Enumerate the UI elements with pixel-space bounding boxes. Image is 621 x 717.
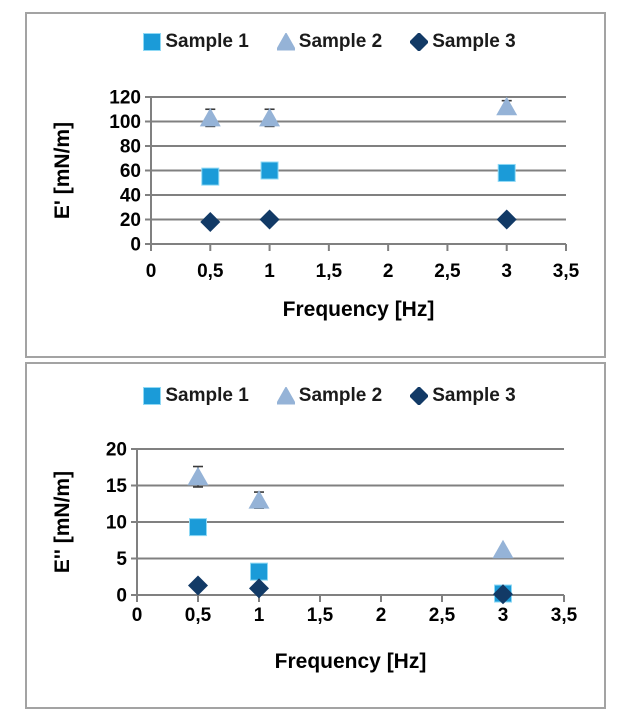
x-tick-label: 2,5 [429,605,456,626]
data-point-triangle [199,107,221,127]
data-point-diamond [259,209,280,230]
series-sample-3 [188,575,513,605]
data-point-square [201,167,220,186]
legend-label: Sample 3 [432,31,516,52]
legend-item-sample-2: Sample 2 [276,385,383,407]
y-tick-label: 20 [106,440,127,461]
square-legend-glyph [143,33,162,51]
data-point-diamond [493,584,513,605]
y-tick-label: 80 [120,137,141,158]
legend: Sample 1 Sample 2 Sample 3 [41,31,618,53]
y-tick-label: 0 [116,586,127,607]
y-axis-title: E'' [mN/m] [51,471,74,573]
y-axis-title: E' [mN/m] [51,122,74,219]
x-tick-label: 2 [383,261,394,282]
legend-item-sample-3: Sample 3 [410,31,516,53]
x-tick-label: 0,5 [197,261,224,282]
y-tick-label: 20 [120,210,141,231]
square-legend-icon [143,33,162,51]
x-tick-label: 1 [254,605,265,626]
legend: Sample 1 Sample 2 Sample 3 [41,385,618,407]
data-point-diamond [188,575,208,596]
x-tick-label: 0 [132,605,143,626]
legend-label: Sample 1 [165,385,249,406]
square-legend-icon [143,387,162,405]
x-tick-label: 1 [264,261,275,282]
y-tick-label: 10 [106,513,127,534]
series-sample-2 [199,96,518,128]
legend-item-sample-2: Sample 2 [276,31,383,53]
data-point-triangle [187,466,209,486]
data-point-square [260,161,279,180]
data-point-diamond [200,211,221,232]
x-tick-label: 3,5 [553,261,580,282]
x-tick-label: 0 [146,261,157,282]
diamond-legend-icon [410,387,429,405]
loss-modulus-chart: Sample 1 Sample 2 Sample 3 0 5 10 15 20 0 0,5 1 1,… [25,362,606,709]
data-point-diamond [496,209,517,230]
x-tick-label: 1,5 [316,261,343,282]
data-point-square [497,163,516,182]
legend-label: Sample 2 [298,31,383,52]
diamond-legend-icon [410,33,429,51]
storage-modulus-chart: Sample 1 Sample 2 Sample 3 0 20 40 60 80 100 120… [25,12,606,358]
x-tick-label: 3 [501,261,512,282]
legend-item-sample-1: Sample 1 [143,31,249,53]
data-point-triangle [259,107,281,127]
legend-label: Sample 2 [298,385,383,406]
x-axis-title: Frequency [Hz] [283,298,435,321]
data-point-triangle [496,96,518,116]
triangle-legend-glyph [276,387,295,405]
legend-item-sample-3: Sample 3 [410,385,516,407]
legend-item-sample-1: Sample 1 [143,385,249,407]
series-sample-1 [189,518,512,603]
y-tick-label: 120 [109,88,141,109]
series-sample-1 [201,161,516,186]
data-point-square [250,562,268,581]
y-tick-label: 60 [120,161,141,182]
triangle-legend-icon [276,387,295,405]
square-legend-glyph [143,387,162,405]
plot-area-storage-modulus: 0 20 40 60 80 100 120 0 0,5 1 1,5 2 2,5 3 3,5 Frequency… [51,88,580,321]
diamond-legend-glyph [410,33,429,51]
legend-label: Sample 3 [432,385,516,406]
legend-label: Sample 1 [165,31,249,52]
y-tick-label: 0 [130,235,141,256]
plot-area-loss-modulus: 0 5 10 15 20 0 0,5 1 1,5 2 2,5 3 3,5 Frequency [Hz] E'… [51,440,578,673]
data-point-square [189,518,207,537]
x-tick-label: 1,5 [307,605,334,626]
x-tick-label: 0,5 [185,605,212,626]
y-tick-label: 100 [109,112,141,133]
triangle-legend-glyph [276,33,295,51]
triangle-legend-icon [276,33,295,51]
diamond-legend-glyph [410,387,429,405]
x-axis-title: Frequency [Hz] [275,650,427,673]
x-tick-label: 3,5 [551,605,578,626]
x-tick-label: 2,5 [434,261,461,282]
series-sample-3 [200,209,517,232]
x-tick-label: 2 [376,605,387,626]
x-tick-label: 3 [498,605,509,626]
data-point-triangle [248,490,270,509]
y-tick-label: 40 [120,186,141,207]
y-tick-label: 15 [106,476,128,497]
data-point-diamond [249,578,269,599]
y-tick-label: 5 [116,549,127,570]
series-sample-2 [187,465,514,559]
data-point-triangle [492,539,514,559]
